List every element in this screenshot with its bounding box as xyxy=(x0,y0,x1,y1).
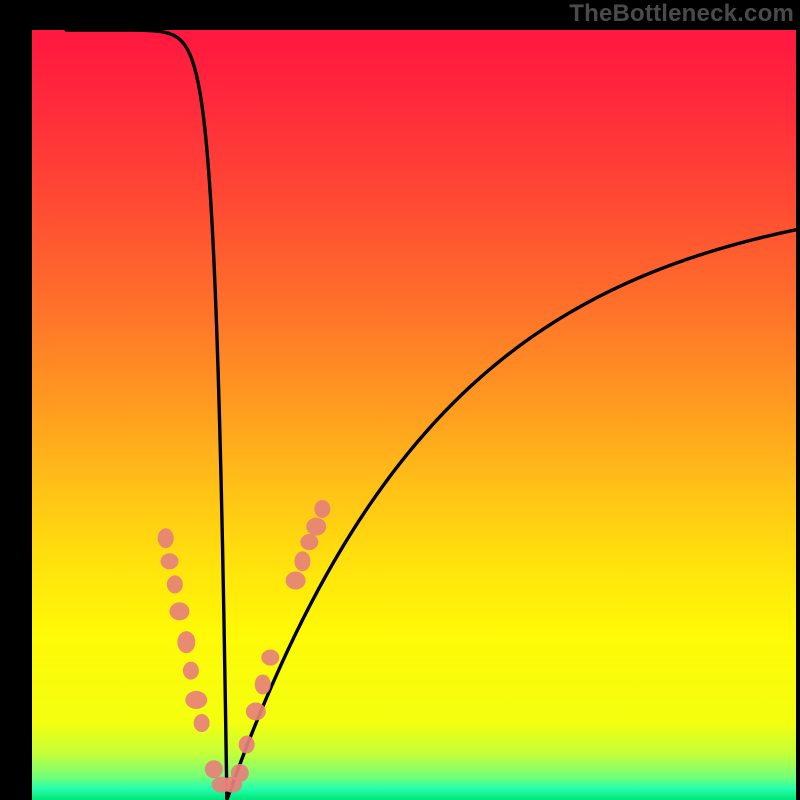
curve-marker xyxy=(294,551,310,571)
curve-marker xyxy=(177,631,195,653)
curve-marker xyxy=(169,602,189,620)
curve-marker xyxy=(286,572,306,590)
curve-marker xyxy=(158,528,174,548)
stage: TheBottleneck.com xyxy=(0,0,800,800)
curve-marker xyxy=(314,500,330,518)
bottleneck-curve xyxy=(66,30,796,800)
watermark-text: TheBottleneck.com xyxy=(569,0,794,28)
markers-group xyxy=(158,500,331,793)
curve-marker xyxy=(167,575,183,593)
curve-marker xyxy=(183,662,199,680)
curve-marker xyxy=(261,650,279,666)
curve-marker xyxy=(306,518,326,536)
curve-marker xyxy=(255,674,271,694)
curve-group xyxy=(66,30,796,800)
curve-marker xyxy=(161,553,179,569)
curve-marker xyxy=(185,691,207,709)
curve-marker xyxy=(194,714,210,732)
curve-marker xyxy=(205,760,223,778)
plot-area xyxy=(32,30,796,800)
curve-marker xyxy=(300,534,318,550)
chart-svg xyxy=(32,30,796,800)
curve-marker xyxy=(246,702,266,720)
curve-marker xyxy=(239,736,255,754)
curve-marker xyxy=(231,764,249,782)
